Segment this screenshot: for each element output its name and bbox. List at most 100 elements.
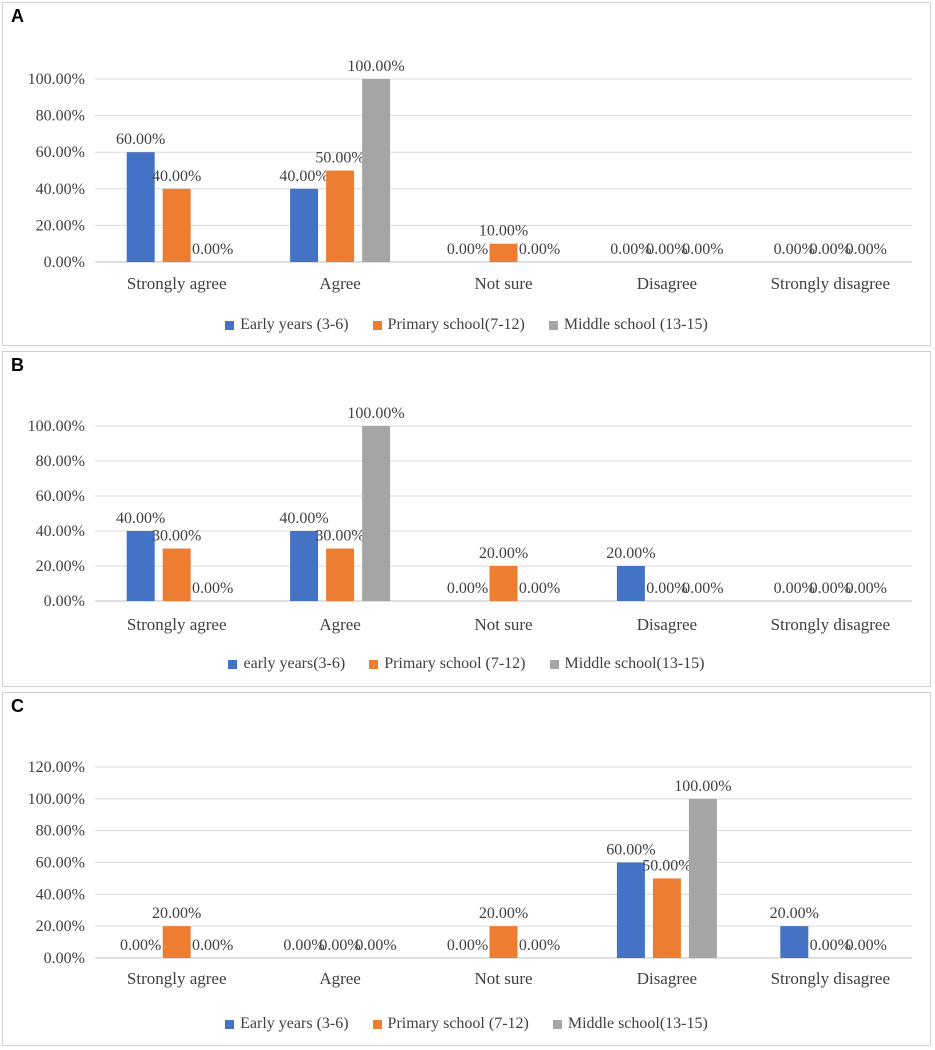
y-tick-label: 20.00% [36, 918, 85, 935]
legend-label: Early years (3-6) [240, 1015, 349, 1032]
legend-swatch [372, 320, 382, 330]
y-tick-label: 40.00% [36, 181, 85, 198]
y-tick-label: 60.00% [36, 144, 85, 161]
legend-label: Primary school (7-12) [387, 1015, 529, 1032]
x-category-label: Agree [319, 969, 361, 988]
panel-label-c: C [11, 696, 24, 716]
x-category-label: Not sure [474, 274, 532, 293]
data-label: 0.00% [774, 241, 815, 258]
data-label: 0.00% [846, 580, 887, 597]
bar [489, 243, 518, 262]
data-label: 0.00% [682, 580, 723, 597]
bar [489, 926, 518, 958]
legend-item: Middle school(13-15) [549, 655, 705, 673]
bar [162, 926, 191, 958]
chart-b-svg: 0.00% 20.00% 40.00% 60.00% 80.00% 100.00% Stro… [28, 405, 912, 634]
legend-swatch [549, 659, 559, 669]
y-tick-label: 20.00% [36, 217, 85, 234]
bar [162, 188, 191, 262]
data-label: 0.00% [610, 241, 651, 258]
legend-item: Primary school (7-12) [372, 1015, 529, 1033]
data-label: 100.00% [347, 58, 404, 75]
legend-item: Early years (3-6) [225, 1015, 349, 1033]
data-label: 0.00% [447, 241, 488, 258]
legend-swatch [372, 1019, 382, 1029]
bar [616, 862, 645, 958]
bar [780, 926, 809, 958]
data-label: 20.00% [479, 545, 528, 562]
y-tick-label: 100.00% [28, 791, 85, 808]
bar [162, 548, 191, 601]
bar [362, 79, 391, 262]
legend-item: Primary school(7-12) [372, 316, 525, 334]
y-tick-label: 100.00% [28, 71, 85, 88]
legend-label: Primary school (7-12) [384, 655, 526, 672]
legend-label: Middle school(13-15) [567, 1015, 708, 1032]
x-category-label: Strongly disagree [771, 969, 890, 988]
y-tick-label: 100.00% [28, 418, 85, 435]
bar [290, 188, 319, 262]
data-label: 0.00% [192, 580, 233, 597]
x-category-label: Not sure [474, 969, 532, 988]
data-label: 20.00% [770, 905, 819, 922]
data-label: 0.00% [774, 580, 815, 597]
y-tick-label: 80.00% [36, 108, 85, 125]
legend-swatch [369, 659, 379, 669]
data-label: 40.00% [279, 168, 328, 185]
data-label: 30.00% [315, 528, 364, 545]
x-category-label: Strongly agree [127, 969, 227, 988]
chart-a-svg: 0.00% 20.00% 40.00% 60.00% 80.00% 100.00% Stro… [28, 58, 912, 293]
legend-swatch [225, 1019, 235, 1029]
bar [326, 170, 355, 262]
bar [126, 152, 155, 262]
data-label: 0.00% [810, 241, 851, 258]
data-label: 0.00% [447, 937, 488, 954]
y-tick-label: 40.00% [36, 523, 85, 540]
data-label: 10.00% [479, 223, 528, 240]
bar [489, 566, 518, 601]
x-category-label: Strongly agree [127, 274, 227, 293]
bar [362, 426, 391, 601]
legend-label: Early years (3-6) [240, 316, 349, 333]
chart-panel-b: B 0.00% 20.00% 40.00% 60.00% 80.00% 100.00% St… [2, 351, 931, 687]
data-label: 0.00% [519, 937, 560, 954]
legend-b: early years(3-6) Primary school (7-12) M… [3, 655, 930, 673]
data-label: 0.00% [810, 580, 851, 597]
legend-swatch [228, 659, 238, 669]
data-label: 50.00% [642, 857, 691, 874]
data-label: 20.00% [479, 905, 528, 922]
data-label: 0.00% [519, 580, 560, 597]
y-tick-label: 120.00% [28, 759, 85, 776]
chart-panel-a: A 0.00% 20.00% 40.00% 60.00% 80.00% 100.00% St… [2, 2, 931, 346]
panel-label-b: B [11, 355, 24, 375]
y-tick-label: 80.00% [36, 823, 85, 840]
legend-a: Early years (3-6) Primary school(7-12) M… [3, 316, 930, 334]
data-label: 0.00% [319, 937, 360, 954]
data-label: 20.00% [152, 905, 201, 922]
legend-c: Early years (3-6) Primary school (7-12) … [3, 1015, 930, 1033]
y-tick-label: 0.00% [44, 254, 85, 271]
x-category-label: Disagree [637, 274, 697, 293]
x-category-label: Agree [319, 615, 361, 634]
panel-label-a: A [11, 6, 24, 26]
data-label: 0.00% [283, 937, 324, 954]
y-tick-label: 20.00% [36, 558, 85, 575]
legend-swatch [552, 1019, 562, 1029]
y-tick-label: 40.00% [36, 886, 85, 903]
data-label: 0.00% [447, 580, 488, 597]
bar [652, 878, 681, 958]
bar [616, 566, 645, 601]
legend-label: Primary school(7-12) [387, 316, 525, 333]
data-label: 20.00% [606, 545, 655, 562]
y-tick-label: 0.00% [44, 593, 85, 610]
data-label: 0.00% [682, 241, 723, 258]
x-category-label: Strongly disagree [771, 274, 890, 293]
legend-item: Early years (3-6) [225, 316, 349, 334]
x-category-label: Agree [319, 274, 361, 293]
data-label: 100.00% [674, 778, 731, 795]
data-label: 0.00% [646, 241, 687, 258]
data-label: 0.00% [846, 241, 887, 258]
x-category-label: Not sure [474, 615, 532, 634]
legend-swatch [548, 320, 558, 330]
chart-c-svg: 0.00% 20.00% 40.00% 60.00% 80.00% 100.00% 120.… [28, 759, 912, 988]
